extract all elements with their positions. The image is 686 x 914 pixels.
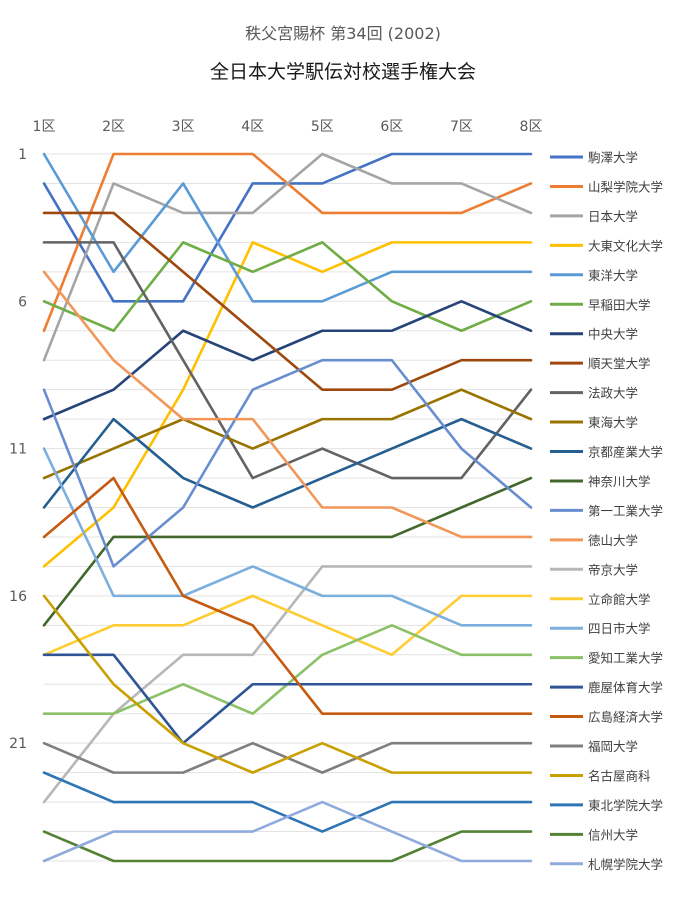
series-line <box>42 800 533 863</box>
series-line <box>42 299 533 421</box>
series-line <box>42 241 533 568</box>
legend-label: 愛知工業大学 <box>588 651 663 666</box>
legend-label: 法政大学 <box>588 386 638 401</box>
series-line <box>42 152 533 362</box>
series-line <box>42 152 533 303</box>
y-tick-label: 16 <box>9 589 27 605</box>
legend-label: 鹿屋体育大学 <box>588 680 663 695</box>
legend-label: 京都産業大学 <box>588 445 663 460</box>
series-line <box>42 417 533 509</box>
x-tick-label: 7区 <box>450 119 473 135</box>
legend-label: 第一工業大学 <box>588 503 663 518</box>
series-line <box>42 594 533 657</box>
series-line <box>42 594 533 774</box>
series-line <box>42 241 533 333</box>
x-tick-label: 2区 <box>102 119 125 135</box>
series-line <box>42 476 533 716</box>
legend-label: 駒澤大学 <box>588 150 638 165</box>
series-line <box>42 358 533 568</box>
series-line <box>42 447 533 627</box>
series-lines <box>42 152 533 863</box>
legend-label: 山梨学院大学 <box>588 179 663 194</box>
y-tick-label: 6 <box>18 294 27 310</box>
legend-label: 名古屋商科 <box>588 768 651 783</box>
legend-label: 日本大学 <box>588 209 638 224</box>
legend-label: 神奈川大学 <box>588 474 651 489</box>
legend-label: 東海大学 <box>588 415 638 430</box>
legend-label: 帝京大学 <box>588 562 638 577</box>
x-axis-tick-labels: 1区 2区 3区 4区 5区 6区 7区 8区 <box>33 119 543 135</box>
x-tick-label: 6区 <box>380 119 403 135</box>
x-tick-label: 1区 <box>33 119 56 135</box>
legend-label: 中央大学 <box>588 327 638 342</box>
x-tick-label: 8区 <box>520 119 543 135</box>
legend-label: 福岡大学 <box>588 739 638 754</box>
legend-label: 早稲田大学 <box>588 297 651 312</box>
gridlines <box>44 153 531 862</box>
x-tick-label: 3区 <box>172 119 195 135</box>
series-line <box>42 830 533 863</box>
legend-label: 徳山大学 <box>588 533 638 548</box>
x-tick-label: 4区 <box>241 119 264 135</box>
legend-label: 信州大学 <box>588 827 638 842</box>
series-line <box>42 653 533 745</box>
chart-subtitle: 秩父宮賜杯 第34回 (2002) <box>245 24 441 43</box>
legend-label: 東洋大学 <box>588 268 638 283</box>
x-tick-label: 5区 <box>311 119 334 135</box>
y-tick-label: 21 <box>9 736 27 752</box>
legend-label: 札幌学院大学 <box>588 857 663 872</box>
legend-label: 順天堂大学 <box>588 356 651 371</box>
series-line <box>42 211 533 391</box>
chart-title: 全日本大学駅伝対校選手権大会 <box>210 61 476 83</box>
series-line <box>42 152 533 303</box>
series-line <box>42 476 533 627</box>
legend: 駒澤大学山梨学院大学日本大学大東文化大学東洋大学早稲田大学中央大学順天堂大学法政… <box>550 150 663 872</box>
y-tick-label: 11 <box>9 442 27 458</box>
legend-label: 広島経済大学 <box>588 710 663 725</box>
series-line <box>42 270 533 539</box>
y-tick-label: 1 <box>18 147 27 163</box>
legend-label: 四日市大学 <box>588 621 651 636</box>
legend-label: 東北学院大学 <box>588 798 663 813</box>
legend-label: 大東文化大学 <box>588 238 663 253</box>
legend-label: 立命館大学 <box>588 592 651 607</box>
series-line <box>42 388 533 480</box>
